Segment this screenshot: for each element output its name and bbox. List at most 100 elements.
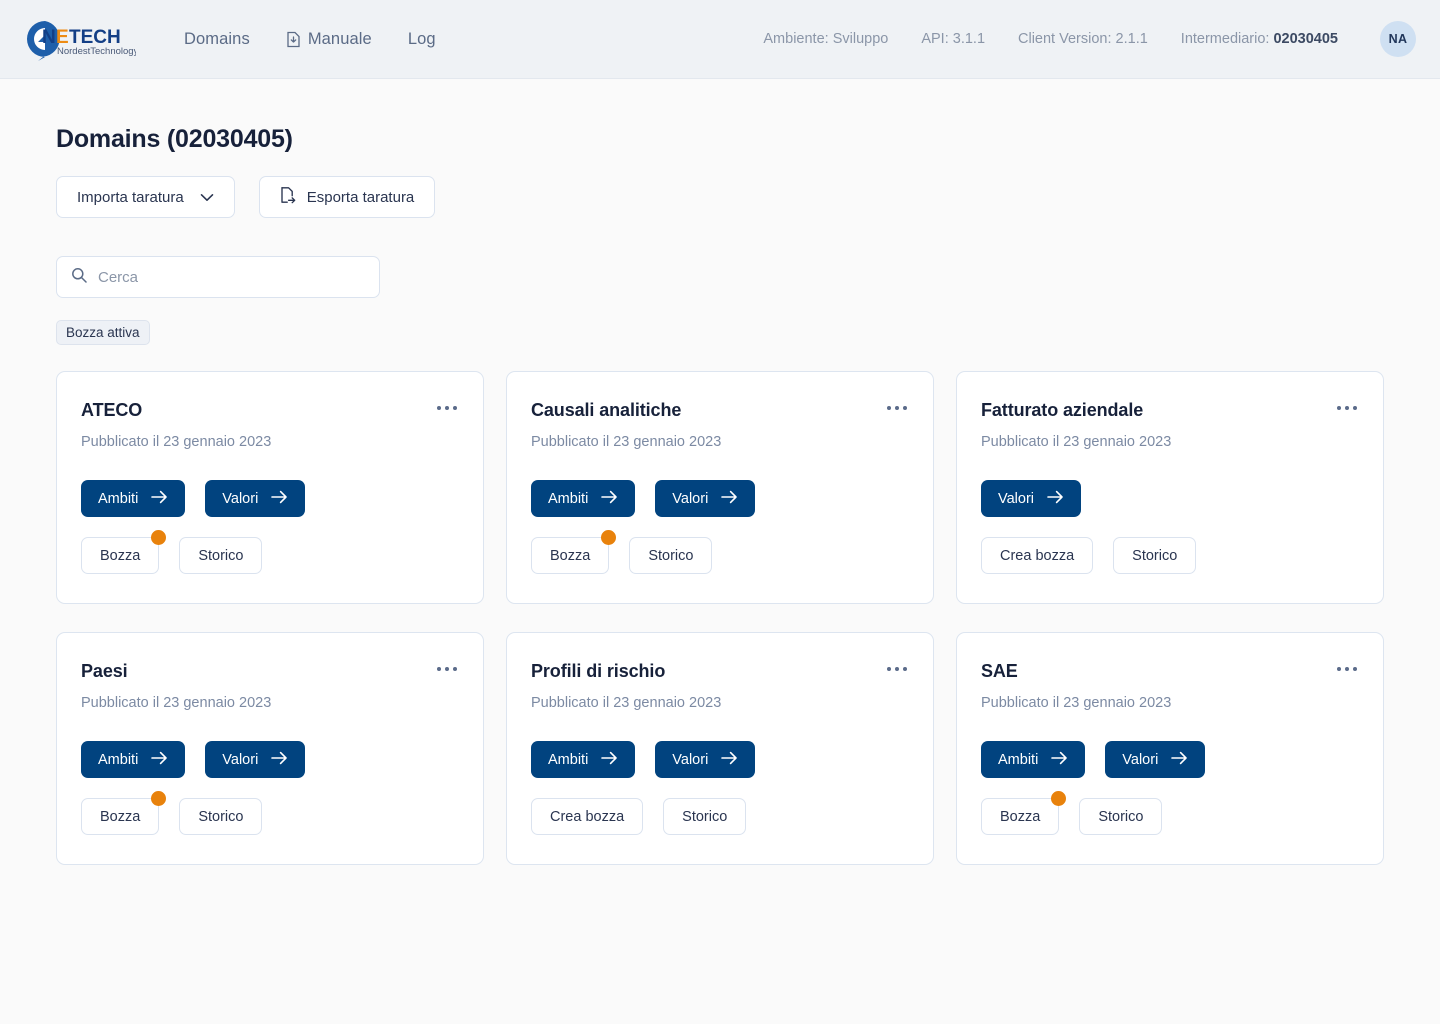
card-primary-button-label: Valori [672, 490, 709, 507]
card-primary-button-label: Ambiti [98, 490, 139, 507]
card-secondary-button-label: Storico [1132, 547, 1178, 564]
netech-logo[interactable]: N E TECH NordestTechnology [18, 16, 136, 62]
nav-item-log-label: Log [407, 29, 436, 48]
draft-badge-dot [1051, 791, 1067, 806]
card-secondary-actions: Bozza Storico [81, 530, 459, 574]
card-published-date: Pubblicato il 23 gennaio 2023 [981, 695, 1172, 711]
card-secondary-button-label: Storico [1098, 808, 1144, 825]
arrow-right-icon [1051, 751, 1068, 769]
card-secondary-button-label: Crea bozza [550, 808, 625, 825]
card-title: Fatturato aziendale [981, 400, 1144, 420]
card-secondary-button-label: Storico [648, 547, 694, 564]
card-secondary-button-bozza[interactable]: Bozza [531, 530, 617, 574]
card-primary-button-ambiti[interactable]: Ambiti [531, 480, 636, 517]
card-secondary-button-bozza[interactable]: Bozza [81, 530, 167, 574]
card-primary-button-ambiti[interactable]: Ambiti [81, 480, 186, 517]
card-secondary-button-label: Bozza [100, 808, 141, 825]
card-primary-button-valori[interactable]: Valori [205, 480, 306, 517]
filter-chip-bozza-attiva[interactable]: Bozza attiva [56, 320, 150, 345]
file-download-icon [286, 31, 301, 48]
card-primary-button-label: Valori [998, 490, 1034, 507]
card-secondary-button-crea-bozza[interactable]: Crea bozza [531, 798, 644, 835]
domain-card: Profili di rischio Pubblicato il 23 genn… [506, 632, 934, 865]
card-secondary-button-bozza[interactable]: Bozza [981, 791, 1067, 835]
search-input[interactable] [98, 268, 365, 286]
card-secondary-button-bozza[interactable]: Bozza [81, 791, 167, 835]
card-primary-button-label: Ambiti [98, 751, 139, 768]
card-secondary-button-storico[interactable]: Storico [663, 798, 747, 835]
arrow-right-icon [271, 751, 288, 769]
nav-item-log[interactable]: Log [408, 30, 436, 49]
card-primary-actions: Ambiti Valori [531, 741, 909, 778]
card-secondary-button-storico[interactable]: Storico [179, 798, 263, 835]
arrow-right-icon [601, 751, 618, 769]
import-taratura-button[interactable]: Importa taratura [56, 176, 235, 218]
card-secondary-button-label: Storico [198, 808, 244, 825]
card-secondary-button-storico[interactable]: Storico [1113, 537, 1197, 574]
arrow-right-icon [1171, 751, 1188, 769]
card-primary-button-valori[interactable]: Valori [205, 741, 306, 778]
domains-card-grid: ATECO Pubblicato il 23 gennaio 2023 Ambi… [56, 371, 1384, 865]
domain-card: Fatturato aziendale Pubblicato il 23 gen… [956, 371, 1384, 604]
card-more-options-icon[interactable] [1335, 400, 1359, 416]
card-primary-button-ambiti[interactable]: Ambiti [81, 741, 186, 778]
card-secondary-button-storico[interactable]: Storico [629, 537, 713, 574]
svg-text:E: E [56, 27, 69, 48]
card-title: Profili di rischio [531, 661, 666, 681]
svg-text:NordestTechnology: NordestTechnology [57, 46, 136, 57]
export-taratura-label: Esporta taratura [306, 188, 415, 206]
card-primary-button-label: Ambiti [998, 751, 1039, 768]
arrow-right-icon [601, 490, 618, 508]
card-more-options-icon[interactable] [1335, 661, 1359, 677]
card-more-options-icon[interactable] [885, 661, 909, 677]
page-toolbar: Importa taratura Esporta taratura [56, 176, 1384, 218]
card-primary-actions: Ambiti Valori [981, 741, 1359, 778]
card-primary-actions: Ambiti Valori [531, 480, 909, 517]
card-primary-button-valori[interactable]: Valori [655, 741, 756, 778]
card-title: SAE [981, 661, 1018, 681]
card-primary-button-label: Valori [672, 751, 709, 768]
nav-item-manuale[interactable]: Manuale [286, 30, 372, 49]
domain-card: Paesi Pubblicato il 23 gennaio 2023 Ambi… [56, 632, 484, 865]
card-primary-button-valori[interactable]: Valori [655, 480, 756, 517]
nav-item-domains[interactable]: Domains [184, 30, 250, 49]
search-bar[interactable] [56, 256, 380, 298]
avatar[interactable]: NA [1380, 21, 1416, 57]
card-secondary-button-storico[interactable]: Storico [1079, 798, 1163, 835]
card-primary-button-label: Ambiti [548, 490, 589, 507]
search-icon [71, 267, 87, 288]
top-navigation-bar: N E TECH NordestTechnology Domains Manua… [0, 0, 1440, 79]
nav-item-domains-label: Domains [184, 29, 250, 48]
card-secondary-actions: Bozza Storico [81, 791, 459, 835]
card-primary-button-ambiti[interactable]: Ambiti [981, 741, 1086, 778]
card-header: Causali analitiche [531, 400, 909, 421]
card-more-options-icon[interactable] [885, 400, 909, 416]
card-more-options-icon[interactable] [435, 400, 459, 416]
card-primary-button-ambiti[interactable]: Ambiti [531, 741, 636, 778]
card-primary-actions: Ambiti Valori [81, 741, 459, 778]
card-published-date: Pubblicato il 23 gennaio 2023 [531, 695, 722, 711]
card-more-options-icon[interactable] [435, 661, 459, 677]
arrow-right-icon [151, 490, 168, 508]
card-secondary-actions: Bozza Storico [981, 791, 1359, 835]
arrow-right-icon [721, 751, 738, 769]
domain-card: ATECO Pubblicato il 23 gennaio 2023 Ambi… [56, 371, 484, 604]
netech-logo-icon: N E TECH NordestTechnology [27, 21, 136, 61]
card-secondary-button-storico[interactable]: Storico [179, 537, 263, 574]
card-published-date: Pubblicato il 23 gennaio 2023 [81, 695, 272, 711]
arrow-right-icon [271, 490, 288, 508]
card-published-date: Pubblicato il 23 gennaio 2023 [531, 434, 722, 450]
card-header: Paesi [81, 661, 459, 682]
arrow-right-icon [721, 490, 738, 508]
card-title: ATECO [81, 400, 143, 420]
card-primary-button-valori[interactable]: Valori [1105, 741, 1206, 778]
filter-chips: Bozza attiva [56, 320, 1384, 345]
card-primary-button-valori[interactable]: Valori [981, 480, 1081, 517]
card-secondary-button-crea-bozza[interactable]: Crea bozza [981, 537, 1094, 574]
card-title: Paesi [81, 661, 128, 681]
export-taratura-button[interactable]: Esporta taratura [258, 176, 436, 218]
card-secondary-actions: Bozza Storico [531, 530, 909, 574]
card-secondary-button-label: Bozza [550, 547, 591, 564]
arrow-right-icon [1047, 490, 1064, 508]
card-header: ATECO [81, 400, 459, 421]
